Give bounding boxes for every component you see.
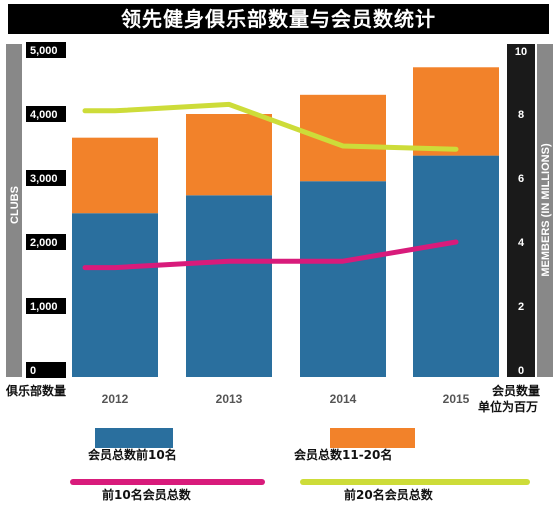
legend-label-line-top20: 前20名会员总数: [344, 488, 433, 502]
left-tick-box: [26, 42, 66, 58]
title-bar: 领先健身俱乐部数量与会员数统计: [8, 4, 549, 34]
x-tick-2012: 2012: [102, 392, 129, 406]
legend-label-line-top10: 前10名会员总数: [102, 488, 191, 502]
x-tick-2015: 2015: [443, 392, 470, 406]
chart-title: 领先健身俱乐部数量与会员数统计: [121, 7, 436, 31]
left-tick-box: [26, 170, 66, 186]
bar-11-20-2015: [413, 67, 499, 156]
right-axis-band: [537, 44, 553, 377]
right-tick-label: 0: [518, 365, 524, 377]
legend-label-11-20: 会员总数11-20名: [294, 448, 393, 462]
bar-top10-2013: [186, 195, 272, 377]
right-tick-label: 4: [518, 237, 525, 249]
right-tick-label: 2: [518, 301, 524, 313]
x-tick-2013: 2013: [216, 392, 243, 406]
right-tick-label: 6: [518, 173, 524, 185]
right-axis-label: MEMBERS (IN MILLIONS): [540, 143, 552, 277]
bar-11-20-2013: [186, 114, 272, 196]
bar-top10-2015: [413, 155, 499, 377]
bar-11-20-2012: [72, 137, 158, 214]
right-axis-dark-band: [507, 44, 535, 377]
left-tick-label: 1,000: [30, 301, 58, 313]
x-tick-2014: 2014: [330, 392, 357, 406]
right-axis-caption-line2: 单位为百万: [478, 399, 538, 414]
left-tick-box: [26, 106, 66, 122]
left-tick-label: 5,000: [30, 45, 58, 57]
left-tick-label: 3,000: [30, 173, 58, 185]
left-tick-label: 4,000: [30, 109, 58, 121]
left-axis-band: [6, 44, 22, 377]
left-tick-box: [26, 298, 66, 314]
legend-swatch-line-top10: [70, 479, 265, 485]
legend-swatch-11-20: [330, 428, 415, 448]
bar-top10-2014: [300, 181, 386, 377]
line-top10: [82, 239, 459, 271]
right-tick-label: 10: [515, 46, 527, 58]
right-tick-label: 8: [518, 109, 524, 121]
left-axis-label: CLUBS: [9, 186, 21, 224]
legend-swatch-top10: [95, 428, 173, 448]
left-tick-box: [26, 362, 66, 378]
left-tick-label: 0: [30, 365, 36, 377]
left-tick-box: [26, 234, 66, 250]
legend-swatch-line-top20: [300, 479, 530, 485]
left-axis-caption: 俱乐部数量: [5, 383, 66, 398]
right-axis-caption-line1: 会员数量: [492, 383, 540, 398]
bar-11-20-2014: [300, 94, 386, 182]
bar-top10-2012: [72, 213, 158, 377]
left-tick-label: 2,000: [30, 237, 58, 249]
line-top20: [82, 101, 459, 152]
legend-label-top10: 会员总数前10名: [88, 448, 177, 462]
